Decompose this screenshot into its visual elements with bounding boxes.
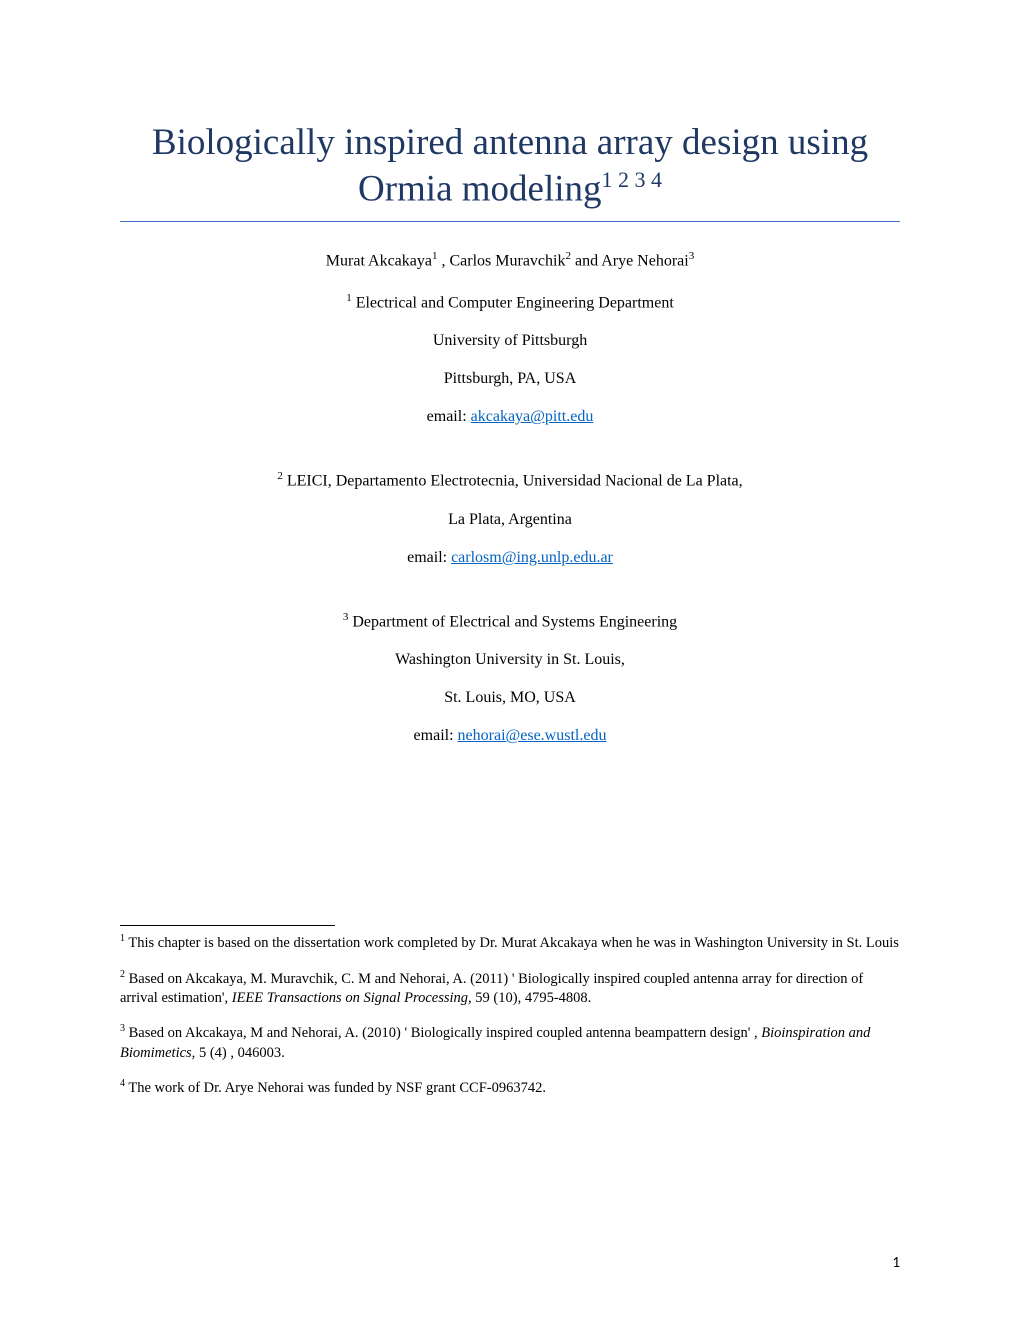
title-text: Biologically inspired antenna array desi… (152, 122, 868, 210)
paper-title: Biologically inspired antenna array desi… (120, 120, 900, 222)
affil-3-line-3: St. Louis, MO, USA (120, 689, 900, 707)
affil-2-line-1: 2 LEICI, Departamento Electrotecnia, Uni… (120, 470, 900, 490)
email-link-2[interactable]: carlosm@ing.unlp.edu.ar (451, 549, 613, 566)
affil-3-email: email: nehorai@ese.wustl.edu (120, 727, 900, 745)
email-link-3[interactable]: nehorai@ese.wustl.edu (458, 727, 607, 744)
affiliation-1: 1 Electrical and Computer Engineering De… (120, 292, 900, 426)
author-sep-1: , (437, 252, 449, 269)
affil-1-line-1: 1 Electrical and Computer Engineering De… (120, 292, 900, 312)
affiliation-2: 2 LEICI, Departamento Electrotecnia, Uni… (120, 470, 900, 566)
author-1: Murat Akcakaya (326, 252, 432, 269)
author-2: Carlos Muravchik (449, 252, 565, 269)
affil-1-line-2: University of Pittsburgh (120, 332, 900, 350)
title-footnote-refs: 1 2 3 4 (602, 167, 663, 192)
affil-3-line-2: Washington University in St. Louis, (120, 651, 900, 669)
footnote-4: 4 The work of Dr. Arye Nehorai was funde… (120, 1077, 900, 1098)
author-line: Murat Akcakaya1 , Carlos Muravchik2 and … (120, 250, 900, 270)
author-3: Arye Nehorai (601, 252, 689, 269)
footnote-separator (120, 925, 335, 926)
author-sep-2: and (571, 252, 601, 269)
affil-1-line-3: Pittsburgh, PA, USA (120, 370, 900, 388)
affil-2-line-2: La Plata, Argentina (120, 511, 900, 529)
page-number: 1 (892, 1254, 900, 1272)
affil-2-email: email: carlosm@ing.unlp.edu.ar (120, 549, 900, 567)
affil-1-email: email: akcakaya@pitt.edu (120, 408, 900, 426)
affil-3-line-1: 3 Department of Electrical and Systems E… (120, 611, 900, 631)
footnotes-block: 1 This chapter is based on the dissertat… (120, 932, 900, 1099)
email-link-1[interactable]: akcakaya@pitt.edu (471, 408, 594, 425)
affiliation-3: 3 Department of Electrical and Systems E… (120, 611, 900, 745)
footnote-3: 3 Based on Akcakaya, M and Nehorai, A. (… (120, 1022, 900, 1063)
author-3-sup: 3 (689, 250, 695, 262)
footnote-1: 1 This chapter is based on the dissertat… (120, 932, 900, 953)
footnote-2: 2 Based on Akcakaya, M. Muravchik, C. M … (120, 968, 900, 1009)
